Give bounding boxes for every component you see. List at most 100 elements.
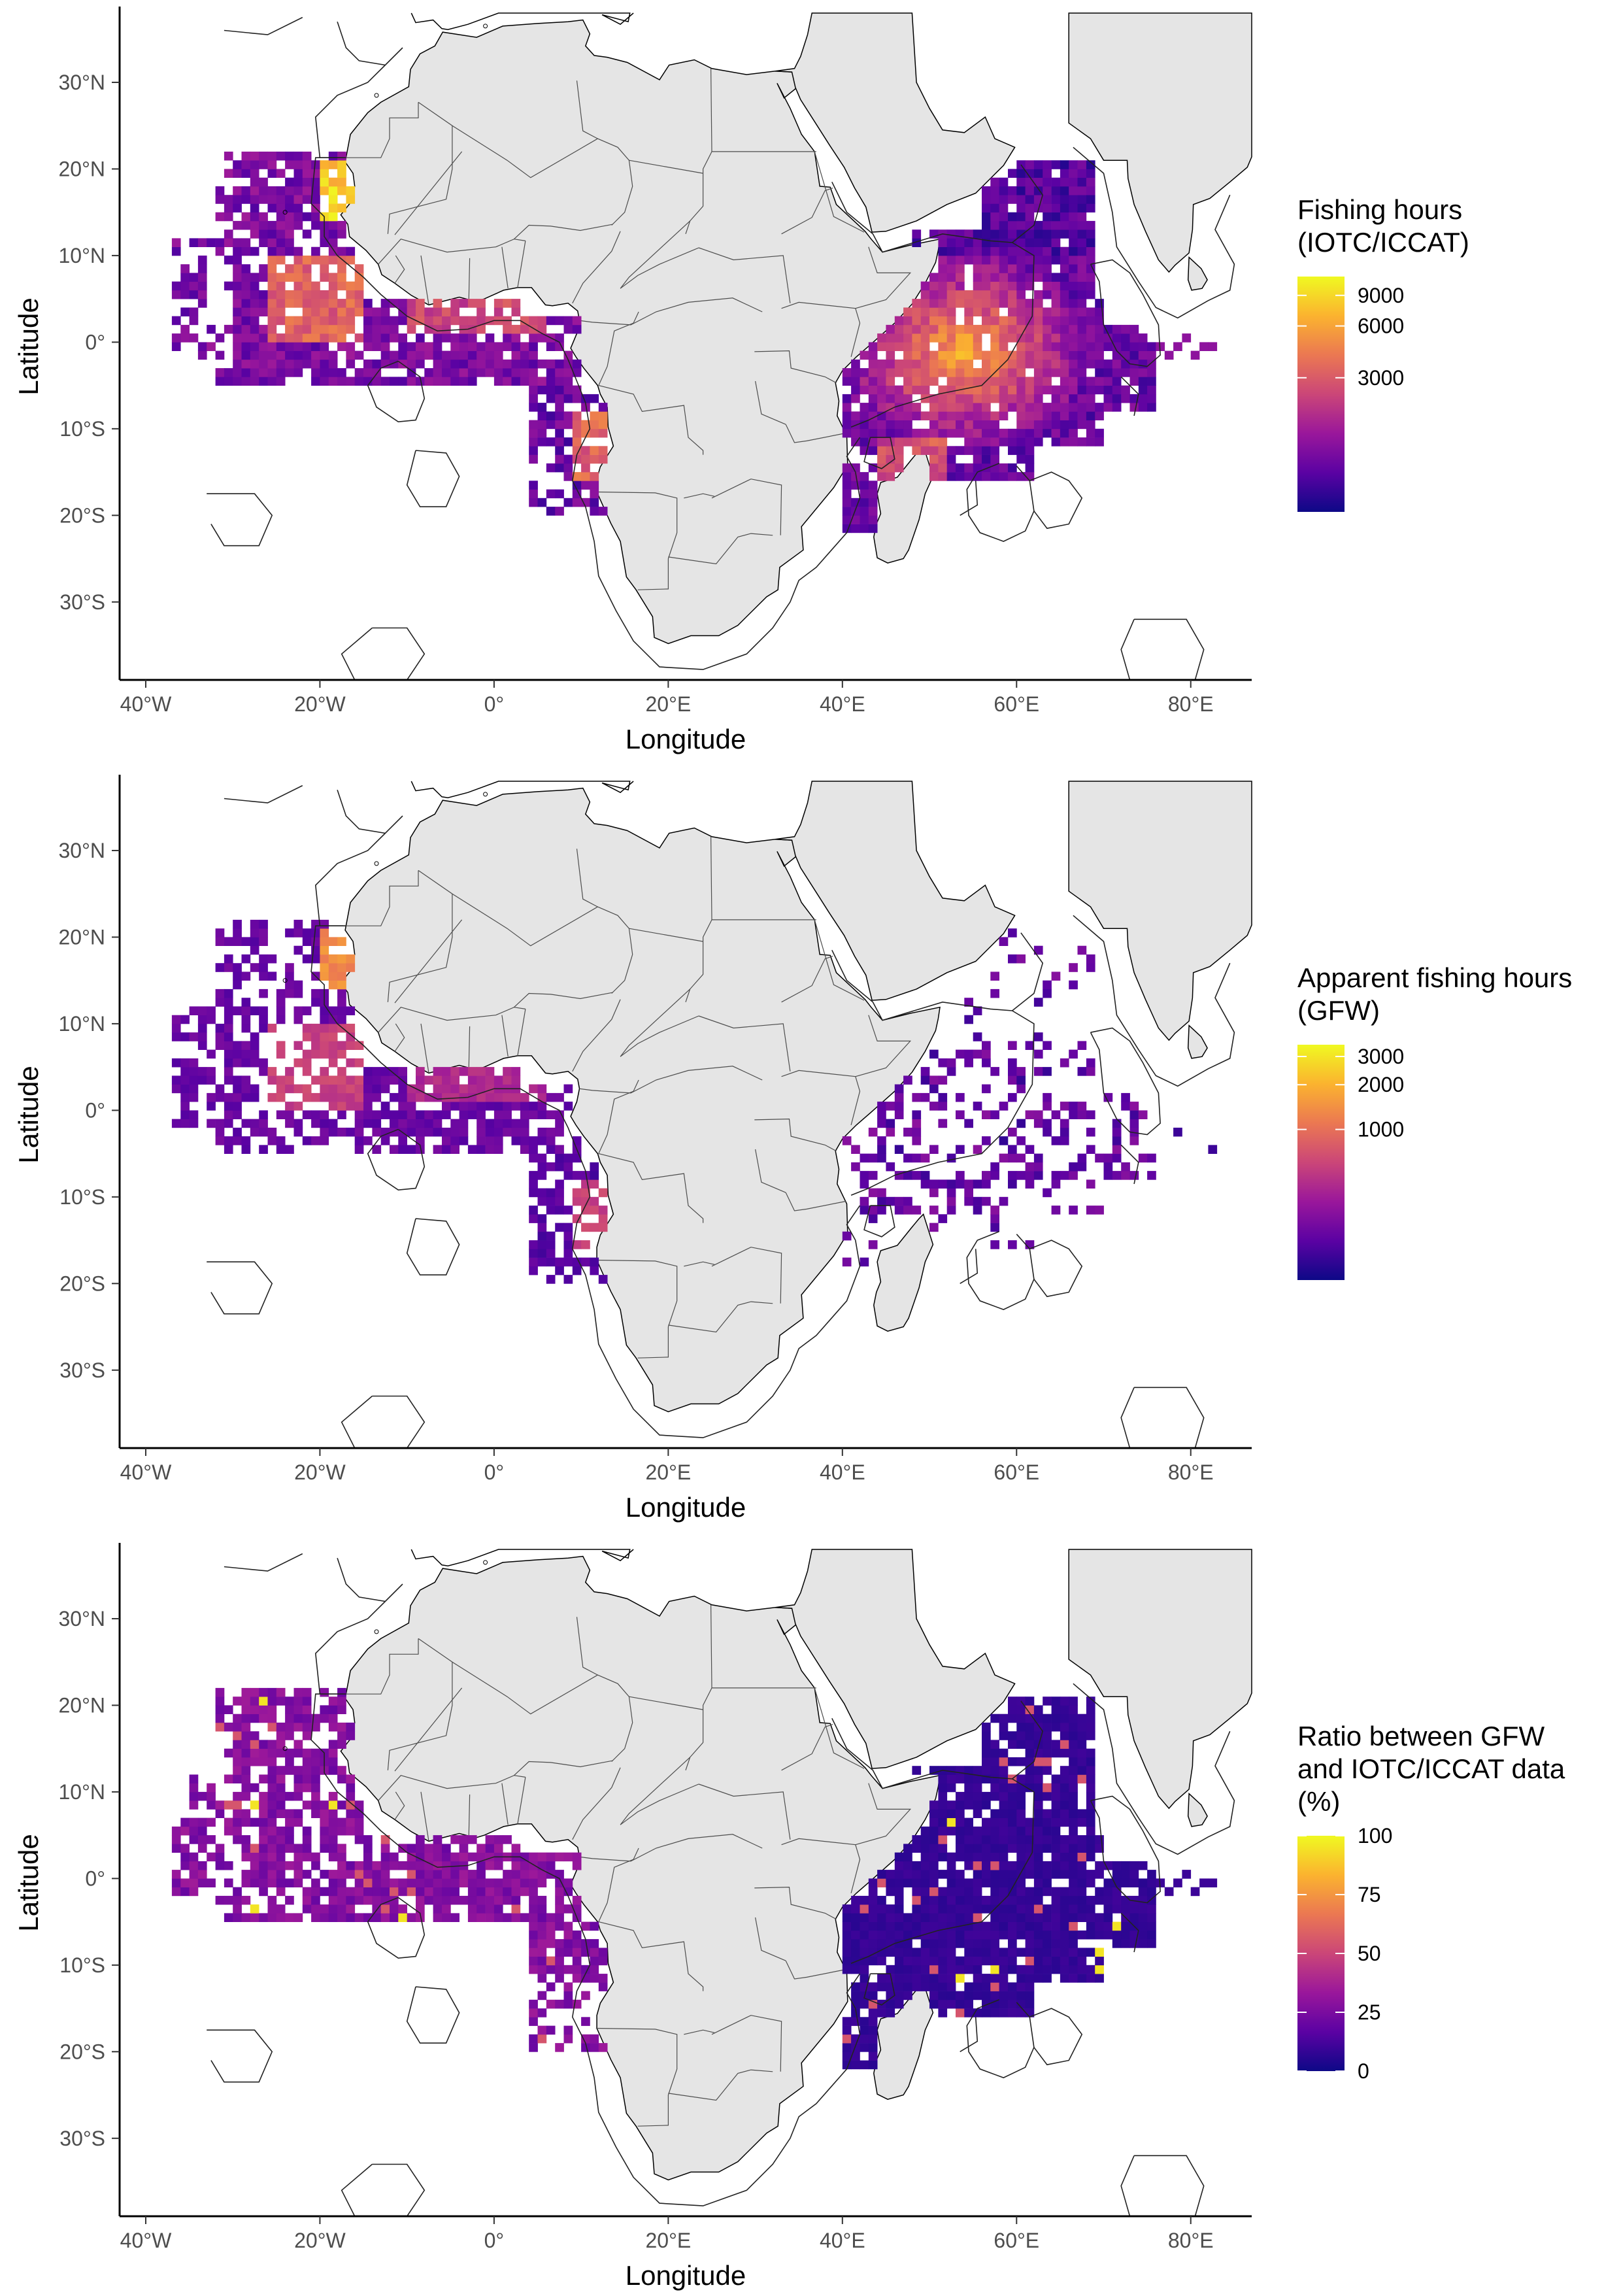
grid-cell	[1051, 1809, 1061, 1818]
grid-cell	[1051, 1171, 1061, 1180]
country-border	[452, 125, 633, 226]
grid-cell	[1016, 1878, 1026, 1887]
grid-cell	[346, 324, 356, 334]
grid-cell	[990, 359, 999, 369]
grid-cell	[293, 1102, 303, 1111]
grid-cell	[250, 316, 259, 326]
grid-cell	[1069, 350, 1078, 360]
grid-cell	[868, 2060, 878, 2070]
grid-cell	[259, 1687, 268, 1697]
grid-cell	[233, 1826, 242, 1836]
grid-cell	[990, 324, 999, 334]
grid-cell	[546, 1852, 556, 1862]
grid-cell	[328, 186, 338, 195]
grid-cell	[337, 316, 346, 326]
grid-cell	[1025, 1913, 1035, 1922]
eez-line	[863, 437, 895, 469]
grid-cell	[1008, 1965, 1017, 1974]
grid-cell	[990, 1162, 999, 1172]
grid-cell	[938, 238, 948, 247]
grid-cell	[894, 1991, 904, 2001]
x-tick-label: 60°E	[994, 2229, 1039, 2252]
grid-cell	[407, 1870, 416, 1879]
grid-cell	[990, 1714, 999, 1723]
grid-cell	[259, 1861, 268, 1870]
grid-cell	[1016, 385, 1026, 395]
grid-cell	[1033, 1904, 1043, 1914]
grid-cell	[1112, 1119, 1122, 1128]
grid-cell	[1086, 1067, 1095, 1076]
grid-cell	[1025, 437, 1035, 447]
grid-cell	[215, 1714, 225, 1723]
grid-cell	[259, 1852, 268, 1862]
grid-cell	[982, 1930, 991, 1940]
grid-cell	[293, 1852, 303, 1862]
grid-cell	[1025, 299, 1035, 308]
grid-cell	[1043, 1748, 1052, 1758]
grid-cell	[241, 324, 251, 334]
grid-cell	[1112, 1921, 1122, 1931]
grid-cell	[267, 350, 277, 360]
grid-cell	[1173, 1127, 1182, 1137]
grid-cell	[311, 1800, 320, 1810]
grid-cell	[224, 229, 233, 239]
grid-cell	[241, 1084, 251, 1094]
grid-cell	[197, 1006, 207, 1015]
grid-cell	[903, 1982, 912, 1991]
grid-cell	[877, 1974, 886, 1983]
grid-cell	[877, 1145, 886, 1154]
grid-cell	[537, 1136, 547, 1145]
grid-cell	[964, 446, 973, 455]
grid-cell	[964, 1965, 973, 1974]
grid-cell	[1008, 299, 1017, 308]
grid-cell	[503, 1913, 512, 1922]
grid-cell	[1077, 1930, 1087, 1940]
grid-cell	[259, 963, 268, 972]
grid-cell	[938, 1965, 948, 1974]
grid-cell	[929, 1809, 939, 1818]
grid-cell	[197, 1870, 207, 1879]
grid-cell	[529, 333, 538, 343]
grid-cell	[1060, 420, 1069, 430]
grid-cell	[1025, 454, 1035, 464]
arabia-land	[775, 781, 1016, 1001]
eez-line	[224, 1553, 303, 1572]
grid-cell	[1051, 1705, 1061, 1714]
grid-cell	[990, 472, 999, 481]
grid-cell	[302, 290, 312, 299]
grid-cell	[407, 359, 416, 369]
grid-cell	[285, 195, 294, 204]
grid-cell	[1016, 1913, 1026, 1922]
grid-cell	[956, 472, 965, 481]
grid-cell	[250, 377, 259, 386]
grid-cell	[467, 1145, 477, 1154]
grid-cell	[320, 1092, 329, 1102]
grid-cell	[276, 1049, 286, 1059]
grid-cell	[503, 1895, 512, 1905]
grid-cell	[171, 342, 181, 351]
grid-cell	[250, 1058, 259, 1068]
grid-cell	[207, 1119, 216, 1128]
grid-cell	[520, 1878, 529, 1887]
grid-cell	[259, 937, 268, 946]
grid-cell	[285, 212, 294, 222]
grid-cell	[563, 1921, 573, 1931]
grid-cell	[1008, 1991, 1017, 2001]
grid-cell	[476, 316, 486, 326]
grid-cell	[912, 377, 922, 386]
country-border	[785, 424, 846, 443]
grid-cell	[337, 229, 346, 239]
grid-cell	[1060, 1887, 1069, 1897]
grid-cell	[241, 1844, 251, 1853]
grid-cell	[433, 1870, 443, 1879]
axes: 40°W 20°W 0° 20°E 40°E 60°E 80°E30°N20°N10°N0°…	[13, 775, 1252, 1523]
grid-cell	[946, 1930, 956, 1940]
grid-cell	[267, 1878, 277, 1887]
grid-cell	[180, 1119, 190, 1128]
grid-cell	[1077, 1913, 1087, 1922]
grid-cell	[293, 1748, 303, 1758]
grid-cell	[529, 1102, 538, 1111]
grid-cell	[442, 1092, 451, 1102]
grid-cell	[1033, 160, 1043, 169]
grid-cell	[293, 1913, 303, 1922]
